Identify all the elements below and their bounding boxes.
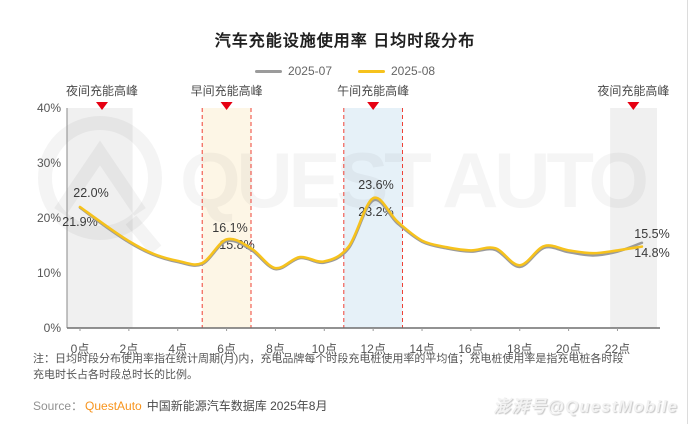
- y-tick-40%: 40%: [36, 101, 61, 115]
- source-line: Source： QuestAuto 中国新能源汽车数据库 2025年8月: [33, 397, 327, 414]
- data-label-2025-07-23: 15.5%: [634, 227, 669, 241]
- peak-arrow-icon-1: [220, 102, 233, 110]
- x-tick-22点: 22点: [604, 342, 631, 356]
- data-label-2025-08-23: 14.8%: [634, 246, 669, 260]
- peak-annotation-1: 早间充能高峰: [190, 84, 263, 98]
- x-tick-12点: 12点: [360, 342, 386, 356]
- right-edge-divider: [687, 0, 688, 424]
- legend-label: 2025-07: [287, 64, 332, 78]
- legend-label: 2025-08: [391, 64, 436, 78]
- source-brand: QuestAuto: [85, 399, 142, 413]
- x-tick-16点: 16点: [458, 342, 484, 356]
- y-tick-20%: 20%: [36, 211, 61, 225]
- x-tick-0点: 0点: [70, 342, 90, 356]
- x-tick-4点: 4点: [168, 342, 188, 356]
- peak-arrow-icon-3: [627, 102, 640, 110]
- footnote-line2: 充电时长占各时段总时长的比例。: [33, 369, 198, 381]
- peak-annotation-0: 夜间充能高峰: [65, 84, 138, 98]
- series-line-2025-08: [78, 196, 644, 270]
- data-label-2025-08-6: 16.1%: [212, 221, 247, 235]
- peak-arrow-icon-0: [95, 102, 108, 110]
- questmobile-watermark: 澎湃号@QuestMobile: [493, 397, 678, 416]
- source-prefix: Source：: [33, 399, 84, 413]
- peak-band-3: [610, 108, 657, 328]
- data-label-2025-07-0: 21.9%: [62, 215, 97, 229]
- x-tick-6点: 6点: [217, 342, 236, 356]
- x-tick-2点: 2点: [119, 342, 139, 356]
- y-tick-0%: 0%: [43, 321, 61, 335]
- legend-item-2025-08: 2025-08: [358, 64, 435, 78]
- data-label-2025-08-0: 22.0%: [73, 186, 108, 200]
- y-tick-10%: 10%: [36, 266, 61, 280]
- chart-legend: 2025-07 2025-08: [0, 64, 690, 78]
- y-tick-30%: 30%: [36, 156, 61, 170]
- legend-swatch-icon: [358, 69, 385, 73]
- x-tick-18点: 18点: [507, 342, 533, 356]
- questauto-q-logo: [38, 116, 162, 255]
- footnote-line1: 注：日均时段分布使用率指在统计周期(月)内，充电品牌每个时段充电桩使用率的平均值…: [33, 353, 624, 365]
- peak-annotation-3: 夜间充能高峰: [597, 84, 670, 98]
- x-tick-10点: 10点: [311, 342, 337, 356]
- legend-item-2025-07: 2025-07: [254, 64, 332, 78]
- source-description: 中国新能源汽车数据库 2025年8月: [146, 399, 328, 413]
- peak-band-0: [66, 108, 133, 328]
- x-tick-20点: 20点: [555, 342, 582, 356]
- questauto-text-watermark: QUEST AUTO: [180, 136, 655, 224]
- peak-band-1: [202, 108, 252, 328]
- footnote: 注：日均时段分布使用率指在统计周期(月)内，充电品牌每个时段充电桩使用率的平均值…: [33, 351, 623, 383]
- peak-arrow-icon-2: [367, 102, 380, 110]
- data-label-2025-08-12: 23.6%: [358, 178, 393, 192]
- x-tick-14点: 14点: [409, 342, 435, 356]
- peak-annotation-2: 午间充能高峰: [337, 84, 410, 98]
- legend-swatch-icon: [254, 69, 282, 73]
- chart-title: 汽车充能设施使用率 日均时段分布: [214, 33, 476, 50]
- x-tick-8点: 8点: [266, 342, 285, 356]
